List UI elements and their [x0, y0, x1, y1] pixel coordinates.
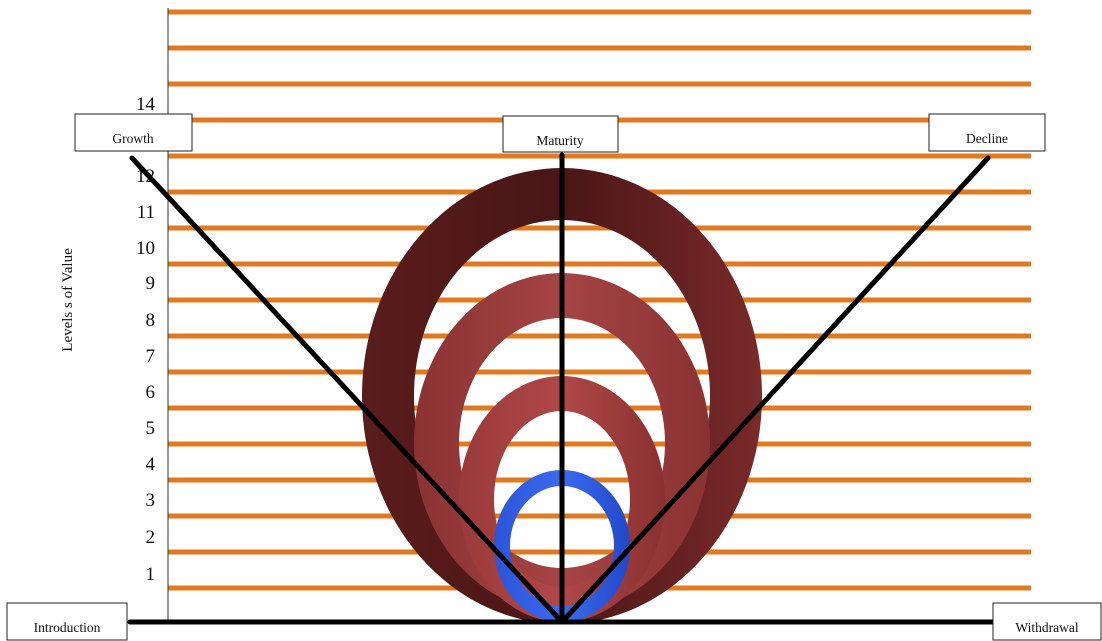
gridline [168, 369, 1031, 375]
y-tick-label: 5 [146, 418, 156, 439]
y-tick-label: 14 [136, 94, 156, 115]
growth-label: Growth [112, 131, 153, 146]
phase-label-maturity: Maturity [502, 115, 619, 153]
decline-label: Decline [966, 131, 1008, 146]
y-tick-label: 6 [146, 382, 156, 403]
gridline [168, 513, 1031, 519]
y-tick-label: 12 [136, 166, 155, 187]
y-tick-label: 7 [146, 346, 156, 367]
stage-lines [127, 152, 998, 625]
gridline [168, 9, 1031, 15]
value-rings [362, 168, 762, 624]
gridline [168, 45, 1031, 51]
phase-label-withdrawal: Withdrawal [992, 602, 1102, 641]
y-tick-label: 8 [146, 310, 156, 331]
maturity-label: Maturity [536, 133, 583, 148]
y-tick-label: 10 [136, 238, 155, 259]
y-tick-label: 9 [146, 273, 156, 294]
gridline [168, 477, 1031, 483]
gridline [168, 441, 1031, 447]
gridline [168, 225, 1031, 231]
withdrawal-label: Withdrawal [1015, 620, 1078, 635]
phase-label-growth: Growth [74, 113, 193, 152]
gridline [168, 333, 1031, 339]
gridline [168, 153, 1031, 159]
y-tick-label: 4 [146, 454, 156, 475]
phase-label-decline: Decline [928, 113, 1046, 152]
y-axis-title: Levels s of Value [60, 248, 76, 352]
gridline [168, 261, 1031, 267]
gridline [168, 81, 1031, 87]
y-tick-label: 2 [146, 527, 156, 548]
y-tick-label: 1 [146, 564, 156, 585]
phase-label-introduction: Introduction [6, 602, 128, 641]
growth-line [129, 155, 565, 625]
gridline [168, 549, 1031, 555]
y-tick-label: 11 [137, 202, 155, 223]
decline-line [559, 155, 991, 625]
y-tick-label: 3 [146, 490, 156, 511]
introduction-label: Introduction [34, 620, 101, 635]
